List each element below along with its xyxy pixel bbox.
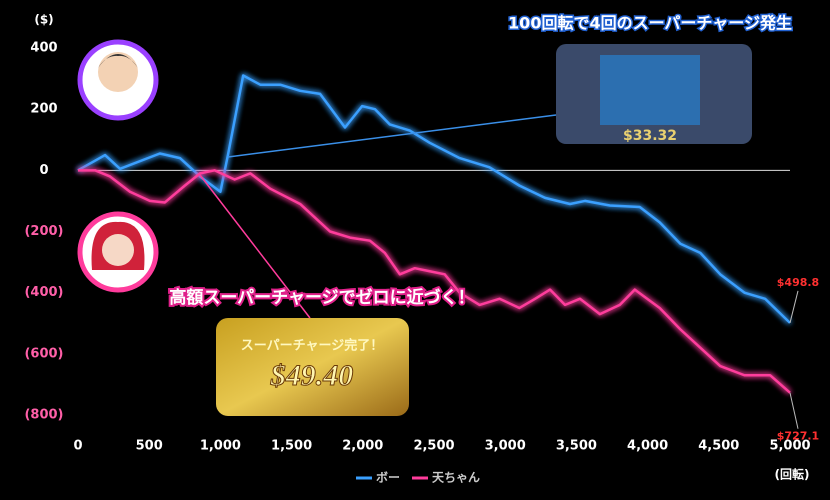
avatar-face [102, 234, 134, 266]
y-tick-label: 200 [30, 102, 57, 117]
x-tick-label: 5,000 [769, 439, 810, 454]
x-tick-label: 0 [73, 439, 82, 454]
y-tick-label: (400) [24, 285, 63, 300]
legend-label: 天ちゃん [432, 471, 480, 485]
x-tick-label: 500 [136, 439, 163, 454]
legend-label: ボー [376, 470, 400, 485]
x-tick-label: 4,500 [698, 439, 739, 454]
inset-board [600, 55, 700, 125]
callout: 高額スーパーチャージでゼロに近づく！ [169, 287, 474, 308]
x-tick-label: 4,000 [627, 439, 668, 454]
inset-amount: $49.40 [270, 359, 354, 392]
x-tick-label: 1,500 [271, 439, 312, 454]
annotation-leader [789, 290, 799, 324]
x-tick-label: 3,000 [485, 439, 526, 454]
annotation-label: $498.8 [777, 276, 819, 289]
y-tick-label: (200) [24, 224, 63, 239]
x-tick-label: 3,500 [556, 439, 597, 454]
x-unit: (回転) [775, 467, 810, 482]
connector [227, 114, 557, 158]
annotation-leader [789, 392, 799, 429]
x-tick-label: 2,000 [342, 439, 383, 454]
inset-screenshot [216, 318, 409, 416]
y-tick-label: (800) [24, 408, 63, 423]
y-tick-label: 0 [39, 163, 48, 178]
inset-amount: $33.32 [623, 128, 677, 144]
y-unit: ($) [34, 13, 53, 27]
series-line [78, 169, 791, 394]
x-tick-label: 1,000 [200, 439, 241, 454]
connector [199, 174, 311, 319]
avatar-face [98, 52, 138, 92]
avatar-hair [98, 54, 138, 68]
series-line [77, 74, 791, 324]
y-tick-label: (600) [24, 346, 63, 361]
chart-title: 100回転で4回のスーパーチャージ発生 [508, 14, 792, 33]
y-tick-label: 400 [30, 41, 57, 56]
x-tick-label: 2,500 [413, 439, 454, 454]
annotation-label: $727.1 [777, 430, 819, 443]
inset-caption: スーパーチャージ完了！ [241, 338, 383, 354]
